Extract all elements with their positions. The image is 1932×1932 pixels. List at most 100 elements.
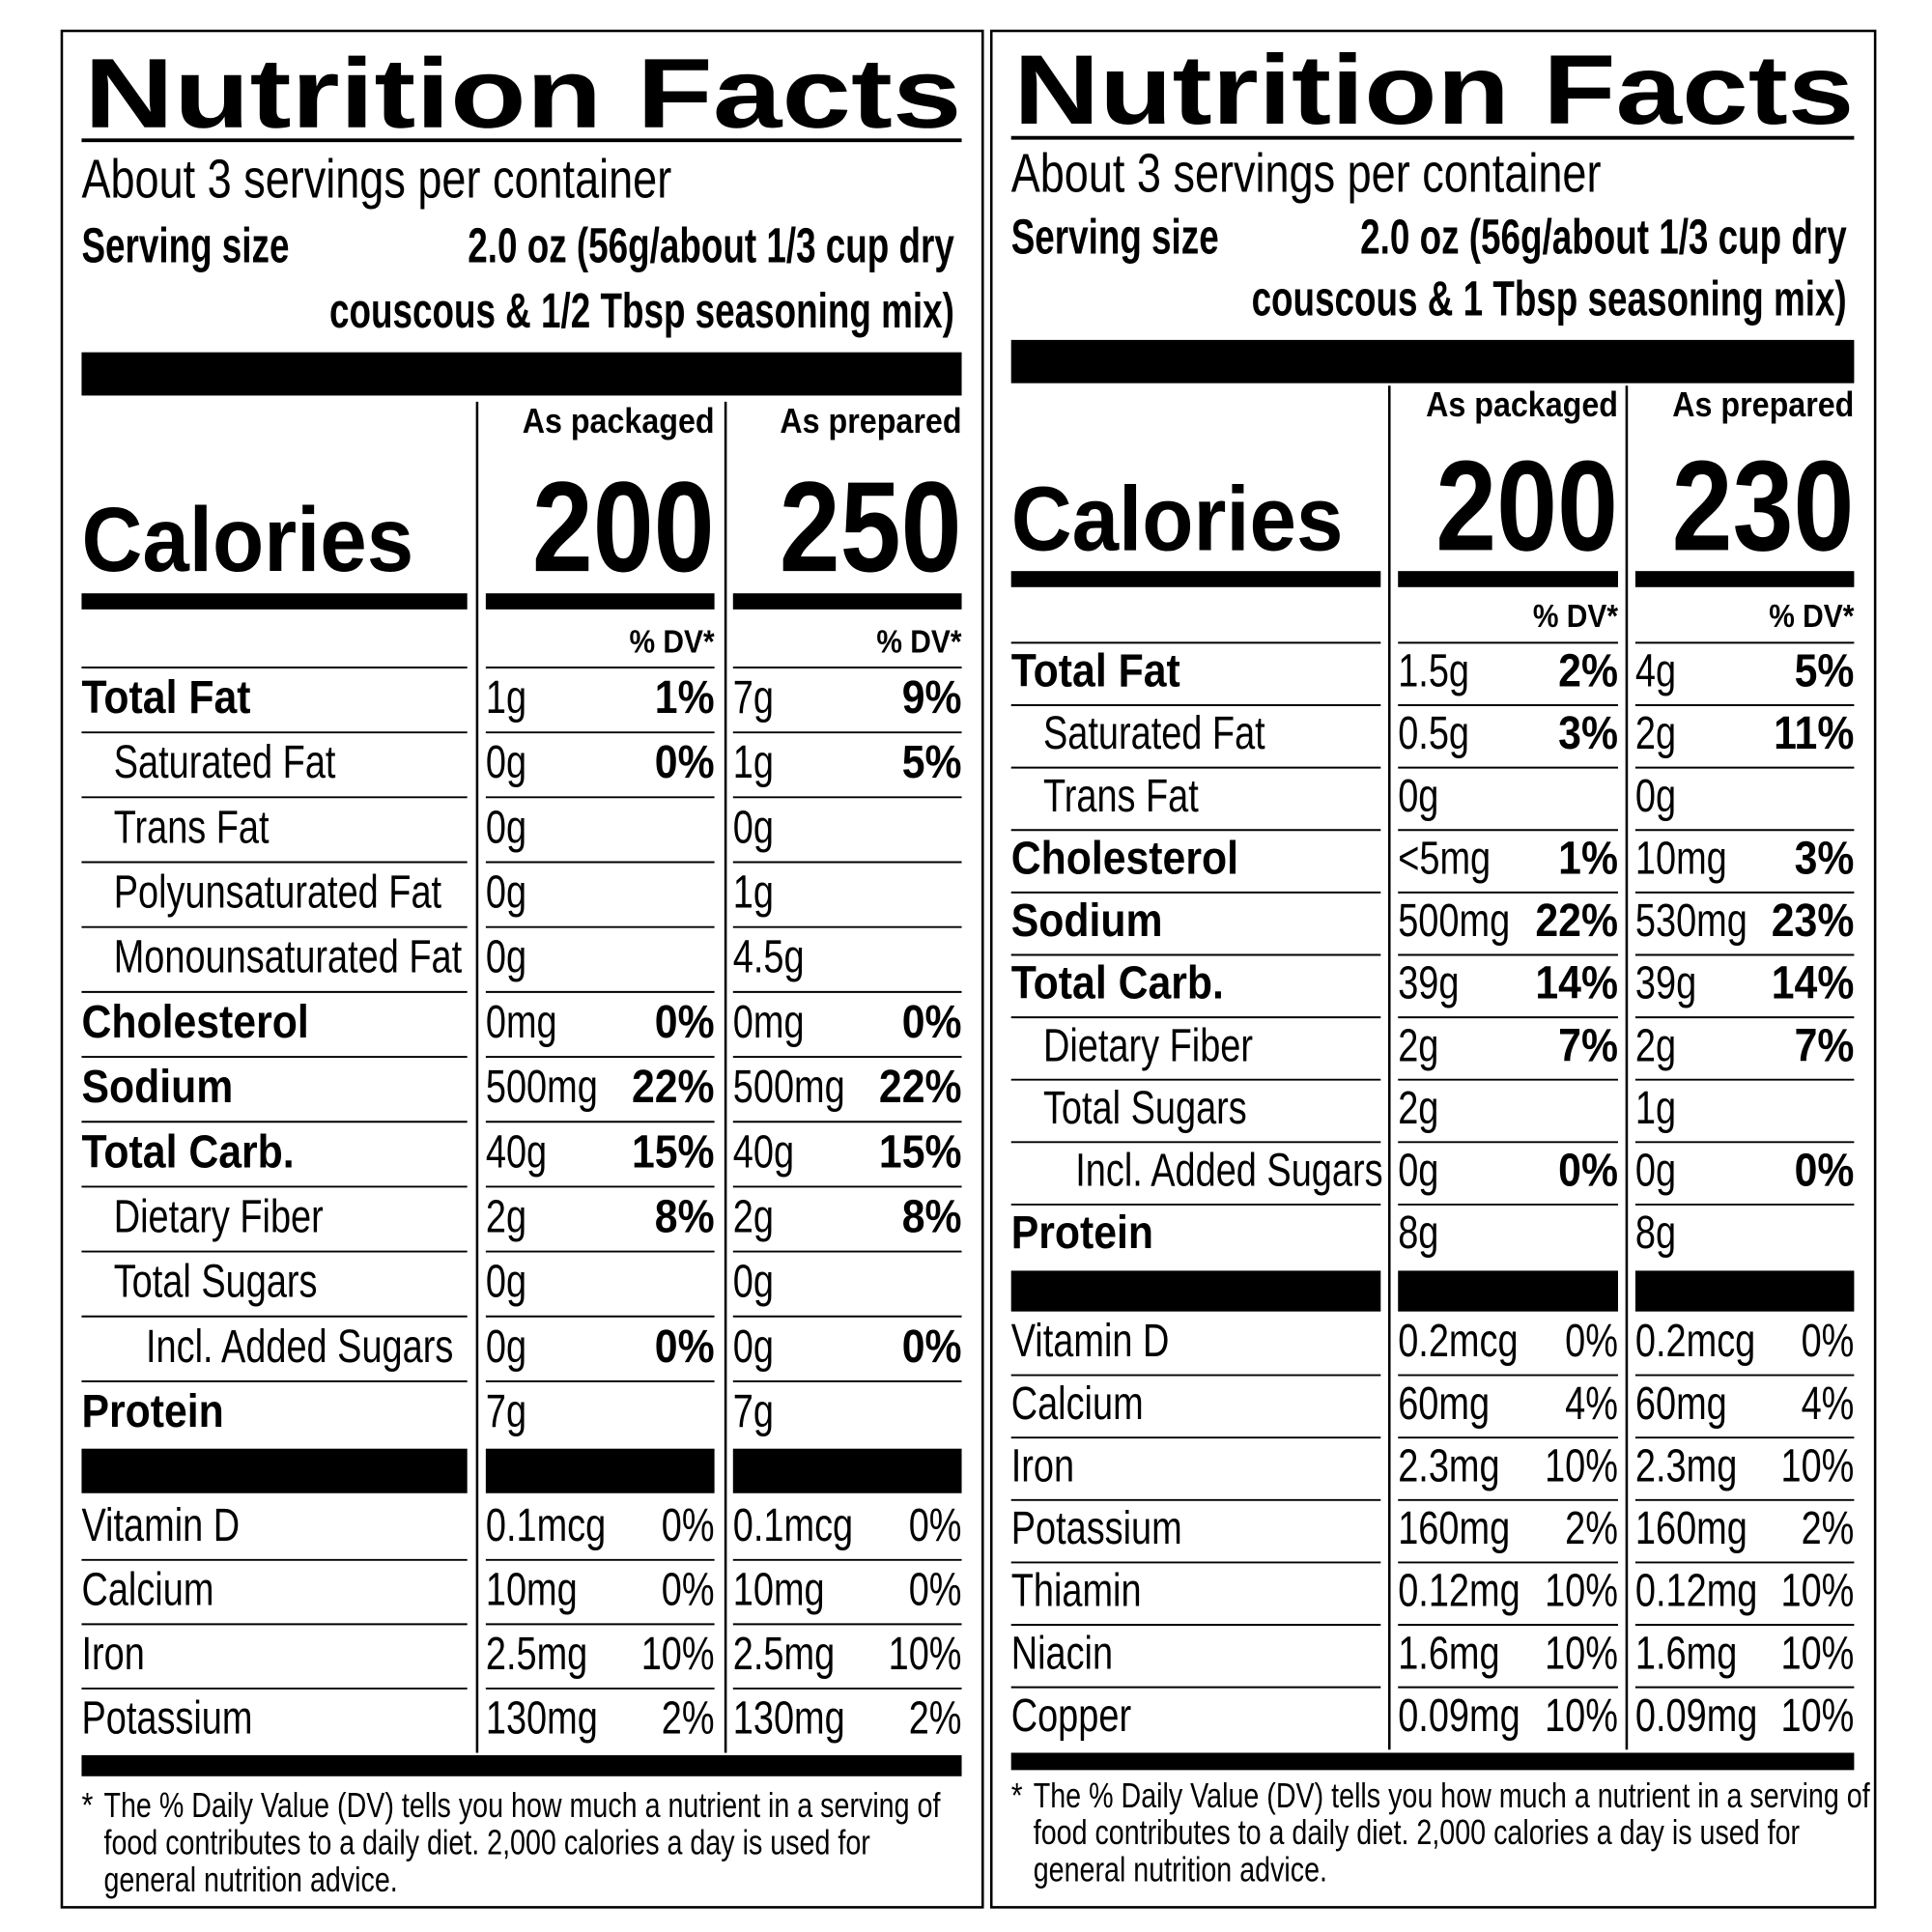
percent-dv: 0% bbox=[902, 1320, 962, 1372]
percent-dv: 0% bbox=[1565, 1316, 1618, 1368]
percent-dv: 10% bbox=[1545, 1565, 1618, 1617]
calories-bar bbox=[732, 593, 962, 610]
serving-size-label: Serving size bbox=[81, 219, 289, 273]
amount: 40g bbox=[486, 1126, 547, 1179]
percent-dv: 4% bbox=[1565, 1378, 1618, 1430]
amount: 0g bbox=[486, 802, 526, 854]
percent-dv: 0% bbox=[909, 1564, 962, 1616]
calories-value: 250 bbox=[780, 456, 962, 600]
vitamin-name: Potassium bbox=[81, 1692, 252, 1745]
bottom-bar bbox=[1010, 1752, 1855, 1771]
nutrient-name: Protein bbox=[81, 1384, 223, 1436]
nutrient-name: Trans Fat bbox=[114, 802, 270, 854]
nutrient-name: Sodium bbox=[1011, 895, 1163, 947]
footnote-mark: * bbox=[1011, 1777, 1023, 1816]
percent-dv: 15% bbox=[632, 1125, 715, 1178]
amount: 0g bbox=[733, 802, 774, 854]
percent-dv: 5% bbox=[1795, 644, 1855, 696]
bottom-bar bbox=[81, 1755, 962, 1776]
black-bar bbox=[1398, 1270, 1618, 1312]
percent-dv: 15% bbox=[879, 1125, 962, 1178]
nutrient-name: Total Fat bbox=[1011, 644, 1180, 696]
serving-size-label: Serving size bbox=[1011, 211, 1219, 265]
percent-dv: 0% bbox=[655, 995, 715, 1047]
percent-dv: 10% bbox=[1545, 1628, 1618, 1680]
nutrient-name: Trans Fat bbox=[1043, 770, 1199, 822]
percent-dv: 10% bbox=[889, 1629, 962, 1681]
black-bar bbox=[485, 1448, 715, 1493]
nutrient-name: Total Sugars bbox=[1043, 1083, 1247, 1135]
amount: 0.1mcg bbox=[486, 1500, 606, 1552]
calories-bar bbox=[1010, 571, 1381, 587]
vitamin-name: Calcium bbox=[1011, 1378, 1144, 1430]
vitamin-name: Vitamin D bbox=[1011, 1316, 1170, 1368]
percent-dv: 10% bbox=[1545, 1440, 1618, 1492]
percent-dv: 0% bbox=[902, 995, 962, 1047]
amount: 0mg bbox=[733, 997, 805, 1049]
amount: 530mg bbox=[1635, 895, 1747, 948]
amount: 0g bbox=[733, 1256, 774, 1308]
column-header: As prepared bbox=[780, 402, 961, 440]
percent-dv: 8% bbox=[655, 1190, 715, 1242]
percent-dv: 9% bbox=[902, 670, 962, 723]
amount: 0g bbox=[1635, 770, 1676, 822]
nutrient-name: Total Carb. bbox=[1011, 956, 1224, 1009]
percent-dv: 2% bbox=[1565, 1503, 1618, 1555]
amount: 60mg bbox=[1398, 1378, 1490, 1430]
amount: 1.6mg bbox=[1398, 1628, 1499, 1680]
percent-dv: 0% bbox=[1802, 1316, 1855, 1368]
nutrient-name: Incl. Added Sugars bbox=[146, 1321, 453, 1373]
vitamin-name: Thiamin bbox=[1011, 1565, 1142, 1617]
percent-dv: 7% bbox=[1795, 1019, 1855, 1071]
percent-dv: 1% bbox=[655, 670, 715, 723]
amount: 2g bbox=[1398, 1020, 1438, 1072]
amount: 1g bbox=[486, 672, 526, 724]
label-border bbox=[60, 29, 984, 1909]
percent-dv: 14% bbox=[1772, 956, 1855, 1009]
vitamin-name: Vitamin D bbox=[81, 1500, 240, 1552]
vitamin-name: Calcium bbox=[81, 1564, 213, 1616]
amount: 2.3mg bbox=[1398, 1440, 1499, 1492]
nutrient-name: Dietary Fiber bbox=[114, 1191, 324, 1243]
percent-dv: 2% bbox=[662, 1692, 715, 1745]
nutrient-name: Saturated Fat bbox=[1043, 708, 1265, 760]
percent-dv: 3% bbox=[1558, 707, 1618, 759]
percent-dv: 22% bbox=[632, 1061, 715, 1113]
amount: 2.5mg bbox=[733, 1629, 835, 1681]
calories-value: 200 bbox=[1435, 435, 1618, 579]
amount: 0g bbox=[486, 1256, 526, 1308]
amount: 0.12mg bbox=[1398, 1565, 1520, 1617]
amount: 4g bbox=[1635, 645, 1676, 697]
percent-dv: 0% bbox=[662, 1564, 715, 1616]
percent-dv: 10% bbox=[1780, 1628, 1854, 1680]
percent-dv: 0% bbox=[1795, 1144, 1855, 1196]
amount: 39g bbox=[1398, 957, 1459, 1009]
dv-header: % DV* bbox=[1533, 597, 1619, 634]
nutrient-name: Total Fat bbox=[81, 670, 250, 723]
dv-header: % DV* bbox=[1769, 597, 1855, 634]
percent-dv: 10% bbox=[641, 1629, 715, 1681]
column-header: As packaged bbox=[1426, 386, 1618, 425]
amount: 0.09mg bbox=[1635, 1690, 1757, 1743]
nutrient-name: Protein bbox=[1011, 1207, 1153, 1259]
percent-dv: 2% bbox=[1558, 644, 1618, 696]
column-header: As prepared bbox=[1672, 386, 1854, 425]
amount: 10mg bbox=[733, 1564, 825, 1616]
amount: 1g bbox=[733, 737, 774, 789]
amount: 7g bbox=[486, 1386, 526, 1438]
amount: 0.5g bbox=[1398, 708, 1469, 760]
percent-dv: 0% bbox=[655, 736, 715, 788]
amount: 7g bbox=[733, 672, 774, 724]
servings: About 3 servings per container bbox=[81, 149, 671, 210]
percent-dv: 8% bbox=[902, 1190, 962, 1242]
amount: 2g bbox=[486, 1191, 526, 1243]
nutrient-name: Sodium bbox=[81, 1061, 233, 1113]
amount: 0.2mcg bbox=[1398, 1316, 1518, 1368]
footnote: The % Daily Value (DV) tells you how muc… bbox=[103, 1786, 941, 1825]
amount: 7g bbox=[733, 1386, 774, 1438]
calories-value: 200 bbox=[532, 456, 715, 600]
black-bar bbox=[732, 1448, 962, 1493]
amount: 0.09mg bbox=[1398, 1690, 1520, 1743]
